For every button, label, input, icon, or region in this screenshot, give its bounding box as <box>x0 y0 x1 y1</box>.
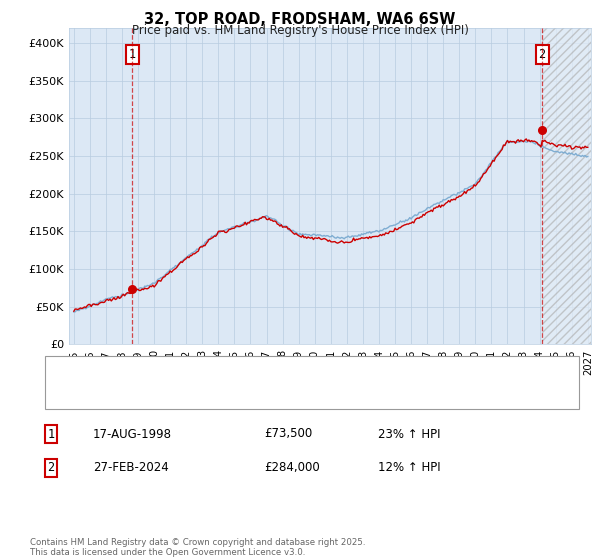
Text: Price paid vs. HM Land Registry's House Price Index (HPI): Price paid vs. HM Land Registry's House … <box>131 24 469 36</box>
Text: 23% ↑ HPI: 23% ↑ HPI <box>378 427 440 441</box>
Text: 27-FEB-2024: 27-FEB-2024 <box>93 461 169 474</box>
Text: 32, TOP ROAD, FRODSHAM, WA6 6SW: 32, TOP ROAD, FRODSHAM, WA6 6SW <box>145 12 455 27</box>
Bar <box>542 28 596 344</box>
Text: 32, TOP ROAD, FRODSHAM, WA6 6SW (semi-detached house): 32, TOP ROAD, FRODSHAM, WA6 6SW (semi-de… <box>99 367 420 377</box>
Text: 2: 2 <box>47 461 55 474</box>
Bar <box>542 28 596 344</box>
Text: 2: 2 <box>539 48 546 61</box>
Text: HPI: Average price, semi-detached house, Cheshire West and Chester: HPI: Average price, semi-detached house,… <box>99 389 463 399</box>
Text: £284,000: £284,000 <box>264 461 320 474</box>
Text: 1: 1 <box>47 427 55 441</box>
Text: Contains HM Land Registry data © Crown copyright and database right 2025.
This d: Contains HM Land Registry data © Crown c… <box>30 538 365 557</box>
Text: £73,500: £73,500 <box>264 427 312 441</box>
Text: 1: 1 <box>128 48 136 61</box>
Text: 12% ↑ HPI: 12% ↑ HPI <box>378 461 440 474</box>
Text: 17-AUG-1998: 17-AUG-1998 <box>93 427 172 441</box>
